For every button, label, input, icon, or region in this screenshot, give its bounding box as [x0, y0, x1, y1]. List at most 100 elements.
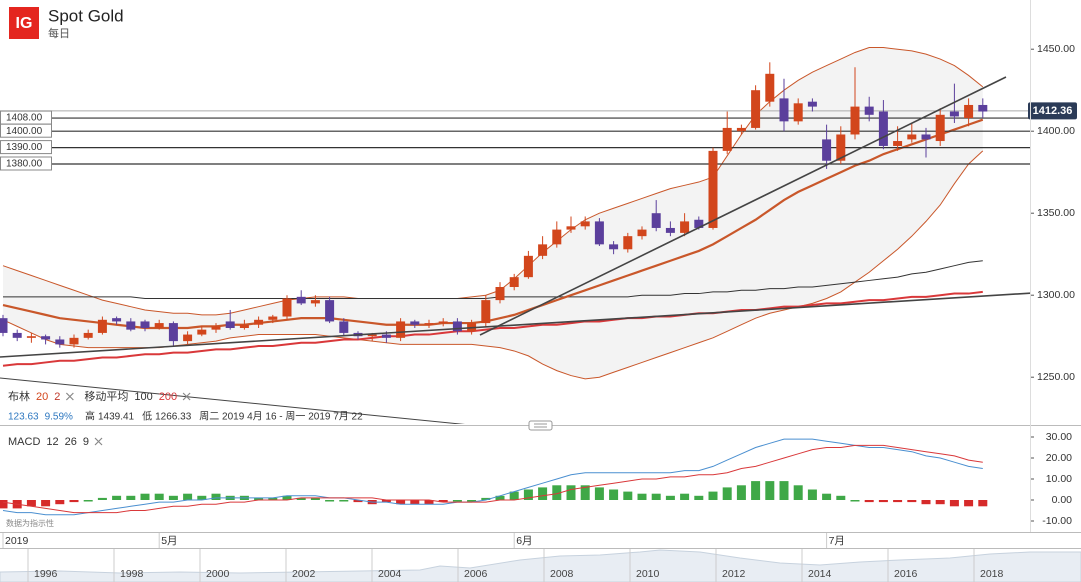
- macd-histogram-bar: [523, 489, 533, 500]
- macd-histogram-bar: [949, 500, 959, 507]
- y-tick-label: 20.00: [1046, 452, 1072, 464]
- macd-param: 9: [83, 436, 89, 448]
- macd-histogram-bar: [509, 491, 519, 500]
- candle-body: [282, 298, 292, 317]
- stat-high-label: 高: [85, 410, 95, 423]
- trendline: [0, 292, 1030, 358]
- candle-body: [609, 244, 619, 250]
- resize-handle[interactable]: [528, 420, 553, 431]
- macd-histogram-bar: [609, 489, 619, 500]
- macd-histogram-bar: [765, 481, 775, 500]
- y-tick-label: -10.00: [1042, 515, 1072, 527]
- candle-body: [949, 111, 959, 117]
- candle-body: [154, 323, 164, 328]
- macd-pane: [0, 438, 988, 516]
- candle-body: [708, 150, 718, 228]
- macd-param: 12: [46, 436, 58, 448]
- macd-histogram-bar: [552, 485, 562, 500]
- candle-body: [452, 321, 462, 332]
- candle-body: [41, 336, 51, 340]
- macd-histogram-bar: [836, 495, 846, 500]
- x-tick-label: 5月: [161, 535, 177, 547]
- macd-histogram-bar: [864, 500, 874, 503]
- candle-body: [793, 103, 803, 122]
- macd-histogram-bar: [41, 500, 51, 507]
- candle-body: [964, 104, 974, 119]
- macd-histogram-bar: [822, 493, 832, 500]
- macd-histogram-bar: [126, 495, 136, 500]
- stat-change: 123.63: [8, 412, 39, 423]
- trendline: [0, 377, 466, 424]
- macd-param: 26: [65, 436, 77, 448]
- macd-histogram-bar: [26, 500, 36, 507]
- macd-histogram-bar: [481, 497, 491, 500]
- macd-histogram-bar: [850, 500, 860, 502]
- y-tick-label: 1300.00: [1037, 289, 1075, 301]
- stat-change-pct: 9.59%: [45, 412, 73, 423]
- candle-body: [168, 323, 178, 342]
- macd-histogram-bar: [538, 487, 548, 500]
- macd-histogram-bar: [211, 493, 221, 500]
- macd-histogram-bar: [722, 487, 732, 500]
- macd-histogram-bar: [254, 497, 264, 500]
- macd-histogram-bar: [396, 500, 406, 505]
- indicator-name: 移动平均: [84, 390, 128, 403]
- level-label: 1390.00: [6, 142, 43, 153]
- y-tick-label: 1450.00: [1037, 43, 1075, 55]
- candle-body: [878, 111, 888, 146]
- candle-body: [538, 244, 548, 256]
- macd-histogram-bar: [168, 495, 178, 500]
- candle-body: [623, 236, 633, 250]
- candle-body: [197, 329, 207, 335]
- navigator-year: 2002: [292, 568, 316, 580]
- candle-body: [410, 321, 420, 325]
- macd-histogram-bar: [893, 500, 903, 503]
- x-tick-label: 6月: [516, 535, 532, 547]
- stat-range: 周二 2019 4月 16 - 周一 2019 7月 22: [199, 411, 363, 423]
- candle-body: [552, 229, 562, 245]
- indicator-remove[interactable]: [65, 392, 74, 401]
- macd-histogram-bar: [921, 500, 931, 505]
- candle-body: [396, 321, 406, 338]
- macd-histogram-bar: [55, 500, 65, 505]
- macd-histogram-bar: [339, 500, 349, 502]
- candle-body: [481, 300, 491, 324]
- data-note: 数据为指示性: [6, 518, 54, 528]
- candle-body: [523, 255, 533, 278]
- macd-histogram-bar: [452, 500, 462, 502]
- macd-histogram-bar: [580, 485, 590, 500]
- y-tick-label: 30.00: [1046, 431, 1072, 443]
- macd-histogram-bar: [424, 500, 434, 505]
- candle-body: [97, 319, 107, 333]
- navigator-year: 2006: [464, 568, 488, 580]
- candle-body: [637, 229, 647, 237]
- navigator-year: 2018: [980, 568, 1004, 580]
- macd-histogram-bar: [807, 489, 817, 500]
- level-label-box: [0, 123, 52, 138]
- indicator-name: 布林: [8, 389, 30, 403]
- indicator-remove[interactable]: [94, 437, 103, 446]
- navigator[interactable]: 1996 1998 2000 2002 2004 2006 2008 2010 2012 2014…: [0, 549, 1081, 582]
- macd-histogram-bar: [140, 493, 150, 500]
- macd-histogram-bar: [268, 497, 278, 500]
- y-tick-label: 10.00: [1046, 473, 1072, 485]
- candle-body: [907, 134, 917, 140]
- macd-histogram-bar: [680, 493, 690, 500]
- candle-body: [183, 334, 193, 342]
- macd-histogram-bar: [154, 493, 164, 500]
- navigator-year: 2010: [636, 568, 660, 580]
- moving-average: [3, 260, 983, 299]
- navigator-year: 2000: [206, 568, 230, 580]
- candle-body: [0, 318, 8, 333]
- level-label: 1408.00: [6, 113, 43, 124]
- indicator-param: 2: [54, 391, 60, 403]
- indicator-remove[interactable]: [182, 392, 191, 401]
- candle-body: [751, 90, 761, 128]
- candle-body: [893, 141, 903, 146]
- candle-body: [935, 114, 945, 142]
- last-price-label: 1412.36: [1033, 105, 1073, 117]
- candle-body: [765, 73, 775, 102]
- candle-body: [12, 332, 22, 338]
- candle-body: [211, 326, 221, 330]
- candle-body: [26, 336, 36, 338]
